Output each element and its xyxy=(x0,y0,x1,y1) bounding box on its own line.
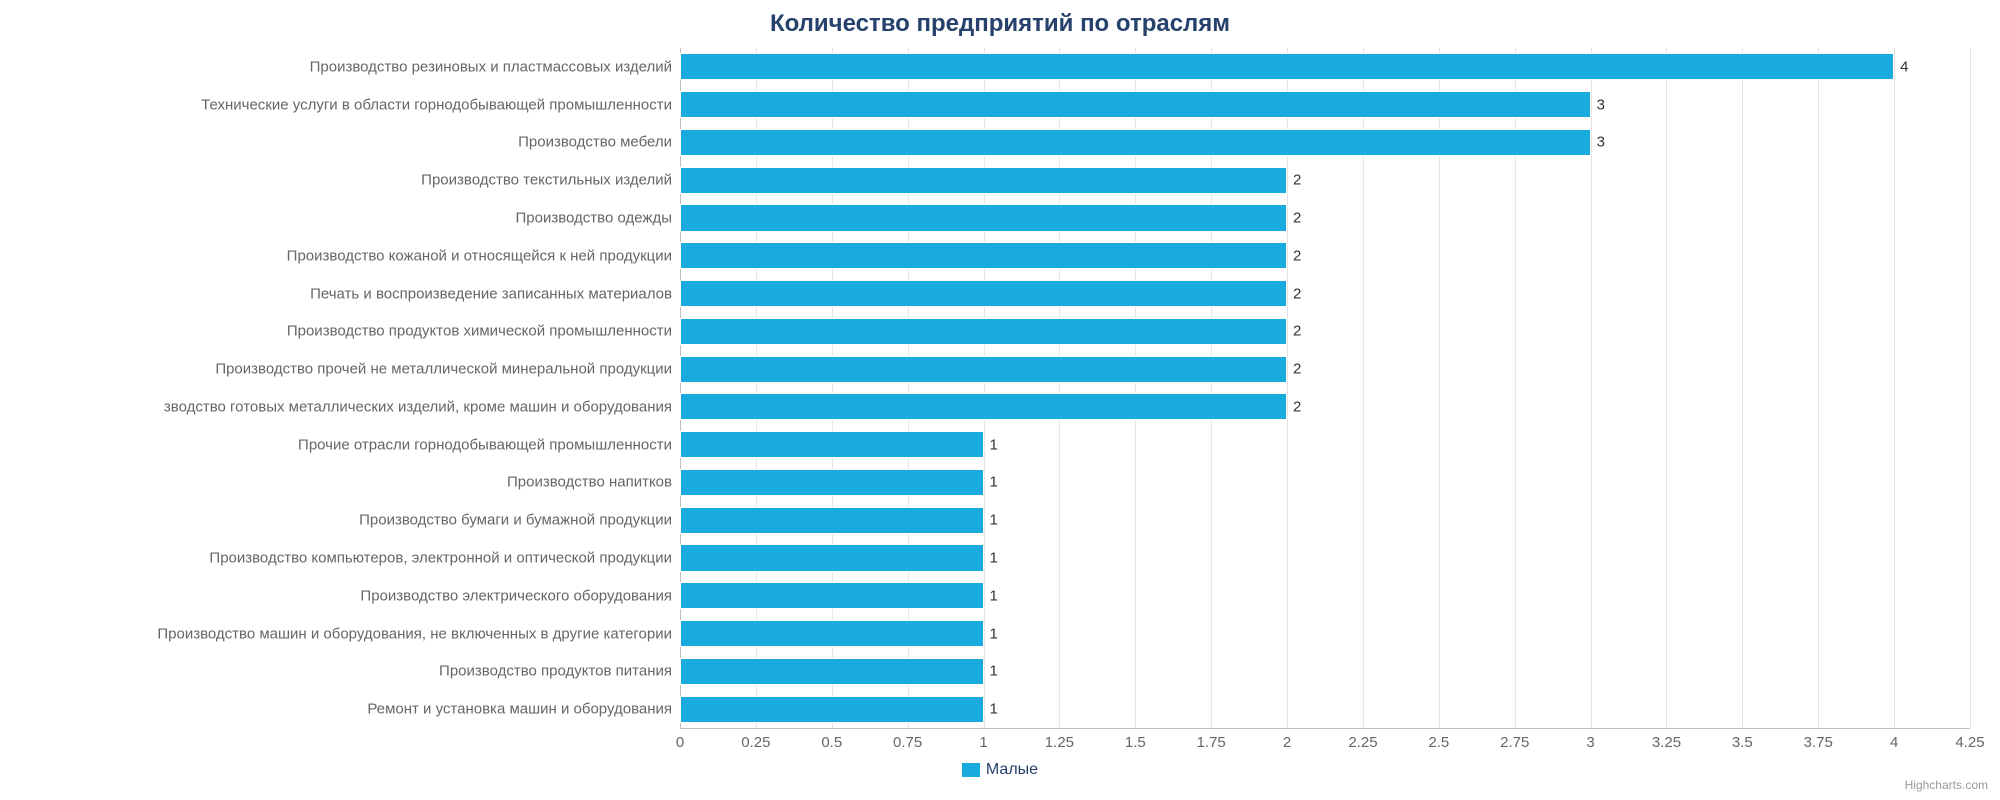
chart-title: Количество предприятий по отраслям xyxy=(0,10,2000,38)
bar[interactable] xyxy=(680,204,1287,231)
x-tick-label: 3.25 xyxy=(1652,734,1681,751)
y-tick-label: Ремонт и установка машин и оборудования xyxy=(367,701,680,718)
bar-data-label: 2 xyxy=(1293,285,1301,302)
plot-area: 00.250.50.7511.251.51.7522.252.52.7533.2… xyxy=(680,48,1970,728)
bar[interactable] xyxy=(680,129,1591,156)
legend: Малые xyxy=(0,761,2000,782)
bar-data-label: 2 xyxy=(1293,398,1301,415)
gridline xyxy=(1742,48,1743,728)
bar-data-label: 1 xyxy=(990,663,998,680)
x-tick-label: 0 xyxy=(676,734,684,751)
bar-data-label: 2 xyxy=(1293,210,1301,227)
y-tick-label: Производство машин и оборудования, не вк… xyxy=(157,625,680,642)
x-axis-line xyxy=(680,728,1970,729)
y-tick-label: Производство резиновых и пластмассовых и… xyxy=(310,58,680,75)
x-tick-label: 2.5 xyxy=(1428,734,1449,751)
y-tick-label: Технические услуги в области горнодобыва… xyxy=(201,96,680,113)
bar[interactable] xyxy=(680,544,984,571)
x-tick-label: 4 xyxy=(1890,734,1898,751)
y-tick-label: Производство компьютеров, электронной и … xyxy=(209,550,680,567)
x-tick-label: 0.5 xyxy=(821,734,842,751)
gridline xyxy=(1894,48,1895,728)
x-tick-label: 4.25 xyxy=(1955,734,1984,751)
y-tick-label: Производство одежды xyxy=(516,210,680,227)
bar[interactable] xyxy=(680,242,1287,269)
bar[interactable] xyxy=(680,696,984,723)
y-tick-label: зводство готовых металлических изделий, … xyxy=(164,398,680,415)
y-tick-label: Производство напитков xyxy=(507,474,680,491)
bar-data-label: 1 xyxy=(990,474,998,491)
y-tick-label: Производство текстильных изделий xyxy=(421,172,680,189)
x-tick-label: 1.5 xyxy=(1125,734,1146,751)
bar-data-label: 1 xyxy=(990,436,998,453)
y-tick-label: Производство прочей не металлической мин… xyxy=(215,361,680,378)
bar-data-label: 2 xyxy=(1293,247,1301,264)
legend-swatch xyxy=(962,763,980,777)
bar[interactable] xyxy=(680,167,1287,194)
bar[interactable] xyxy=(680,507,984,534)
x-tick-label: 1 xyxy=(979,734,987,751)
bar[interactable] xyxy=(680,53,1894,80)
legend-item[interactable]: Малые xyxy=(962,761,1038,779)
bar-data-label: 2 xyxy=(1293,323,1301,340)
bar[interactable] xyxy=(680,620,984,647)
chart-container: Количество предприятий по отраслям 0 0.25… xyxy=(0,0,2000,800)
y-tick-label: Производство кожаной и относящейся к ней… xyxy=(287,247,680,264)
x-tick-label: 1.75 xyxy=(1197,734,1226,751)
bar-data-label: 1 xyxy=(990,512,998,529)
bar-data-label: 1 xyxy=(990,625,998,642)
y-tick-label: Производство продуктов питания xyxy=(439,663,680,680)
bar[interactable] xyxy=(680,356,1287,383)
credits-link[interactable]: Highcharts.com xyxy=(1905,778,1988,792)
bar[interactable] xyxy=(680,431,984,458)
bar[interactable] xyxy=(680,469,984,496)
bar-data-label: 2 xyxy=(1293,361,1301,378)
x-tick-label: 3.5 xyxy=(1732,734,1753,751)
bar[interactable] xyxy=(680,280,1287,307)
gridline xyxy=(1818,48,1819,728)
bar-data-label: 4 xyxy=(1900,58,1908,75)
legend-label: Малые xyxy=(986,761,1038,779)
gridline xyxy=(1666,48,1667,728)
x-tick-label: 0.75 xyxy=(893,734,922,751)
bar[interactable] xyxy=(680,318,1287,345)
x-tick-label: 1.25 xyxy=(1045,734,1074,751)
gridline xyxy=(1591,48,1592,728)
bar[interactable] xyxy=(680,91,1591,118)
bar-data-label: 1 xyxy=(990,587,998,604)
bar-data-label: 3 xyxy=(1597,96,1605,113)
x-tick-label: 2.75 xyxy=(1500,734,1529,751)
y-tick-label: Прочие отрасли горнодобывающей промышлен… xyxy=(298,436,680,453)
x-tick-label: 3.75 xyxy=(1804,734,1833,751)
y-tick-label: Производство электрического оборудования xyxy=(360,587,680,604)
gridline xyxy=(1970,48,1971,728)
bar-data-label: 1 xyxy=(990,701,998,718)
x-tick-label: 2 xyxy=(1283,734,1291,751)
bar-data-label: 2 xyxy=(1293,172,1301,189)
y-tick-label: Производство бумаги и бумажной продукции xyxy=(359,512,680,529)
y-tick-label: Производство продуктов химической промыш… xyxy=(287,323,680,340)
bar[interactable] xyxy=(680,393,1287,420)
y-tick-label: Производство мебели xyxy=(518,134,680,151)
x-tick-label: 0.25 xyxy=(741,734,770,751)
bar[interactable] xyxy=(680,658,984,685)
bar-data-label: 1 xyxy=(990,550,998,567)
bar[interactable] xyxy=(680,582,984,609)
x-tick-label: 3 xyxy=(1586,734,1594,751)
bar-data-label: 3 xyxy=(1597,134,1605,151)
y-tick-label: Печать и воспроизведение записанных мате… xyxy=(310,285,680,302)
x-tick-label: 2.25 xyxy=(1348,734,1377,751)
